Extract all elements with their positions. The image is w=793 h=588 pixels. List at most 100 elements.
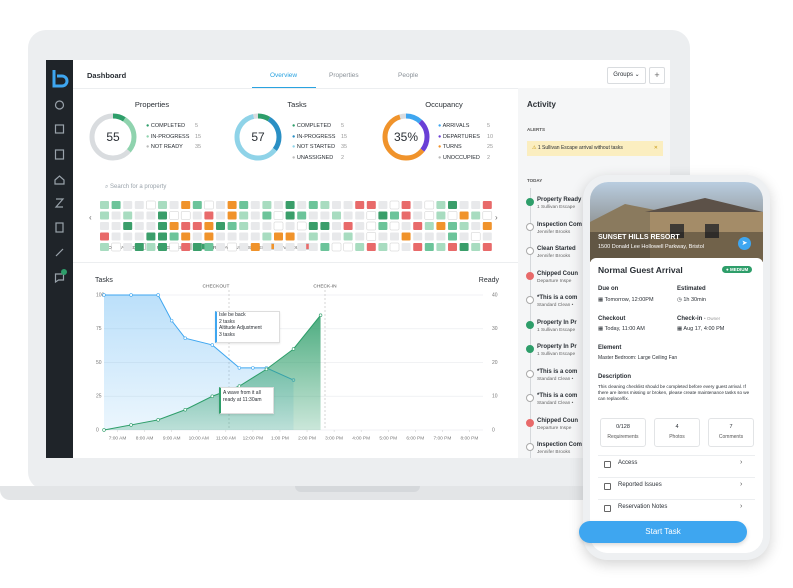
property-cell — [332, 211, 341, 220]
activity-title[interactable]: *This is a com — [537, 393, 578, 399]
property-cell — [216, 243, 225, 251]
property-cell — [204, 211, 214, 220]
property-cell — [169, 242, 179, 252]
navigate-button[interactable]: ➤ — [738, 237, 751, 250]
activity-title[interactable]: Property Ready — [537, 197, 582, 203]
activity-title[interactable]: Property In Pr — [537, 344, 577, 350]
annotation-title: Altitude Adjustment — [219, 325, 262, 331]
stat-value: 4 — [675, 424, 679, 430]
summary-item: ● TURNS 25 — [438, 144, 494, 150]
property-cell — [320, 243, 330, 251]
point — [129, 423, 133, 427]
property-cell — [250, 222, 260, 230]
summary-item: ● COMPLETED 5 — [146, 123, 199, 129]
property-cell — [250, 201, 260, 209]
activity-title[interactable]: Inspection Com — [537, 442, 583, 448]
property-cell — [100, 232, 109, 241]
summary-value: 35 — [341, 144, 348, 150]
y2-tick-label: 10 — [492, 394, 498, 400]
property-cell — [169, 222, 179, 230]
link-label[interactable]: Access — [618, 460, 638, 466]
property-cell — [146, 243, 156, 251]
property-cell — [459, 201, 469, 209]
property-cell — [471, 201, 481, 209]
activity-title[interactable]: *This is a com — [537, 368, 578, 375]
point — [169, 318, 174, 323]
property-cell — [239, 243, 249, 251]
property-cell — [436, 211, 446, 220]
x-tick-label: 5:00 PM — [379, 435, 397, 441]
activity-title[interactable]: Inspection Com — [537, 221, 583, 228]
property-cell — [343, 211, 353, 220]
groups-button[interactable]: Groups ⌄ — [607, 67, 646, 84]
activity-title[interactable]: Chipped Coun — [537, 417, 578, 424]
summary-item: ● NOT STARTED 35 — [292, 144, 348, 150]
annotation-detail: ready at 11:30am — [223, 397, 262, 403]
donut-segment — [382, 113, 430, 161]
stat-box[interactable]: 4 Photos — [654, 418, 700, 447]
x-tick-label: 3:00 PM — [325, 435, 343, 441]
activity-title[interactable]: *This is a com — [537, 295, 578, 301]
summary-item: ● DEPARTURES 10 — [438, 133, 494, 140]
task-title: Normal Guest Arrival — [598, 265, 683, 275]
priority-text: MEDIUM — [729, 267, 749, 272]
tab[interactable]: Overview — [270, 72, 298, 79]
activity-subtitle: Standard Clean • — [537, 303, 574, 308]
property-cell — [308, 201, 318, 209]
field-label: Description — [598, 374, 632, 380]
summary-value: 25 — [487, 144, 494, 150]
link-label[interactable]: Reported Issues — [618, 482, 662, 488]
marker-label: CHECK-IN — [313, 283, 337, 289]
tab[interactable]: Properties — [329, 72, 359, 79]
description: This cleaning checklist should be comple… — [598, 384, 750, 401]
property-cell — [390, 232, 399, 241]
property-cell — [204, 222, 214, 230]
stat-box[interactable]: 7 Comments — [708, 418, 754, 447]
y-tick-label: 0 — [96, 427, 99, 433]
summary-label: ARRIVALS — [442, 123, 470, 129]
sidebar — [46, 60, 73, 458]
activity-title[interactable]: Property In Pr — [537, 319, 577, 326]
property-cell — [158, 222, 167, 230]
activity-subtitle: 1 Sullivan Escape — [537, 205, 576, 210]
donut-center: 35% — [394, 130, 418, 144]
property-cell — [123, 211, 133, 220]
activity-title[interactable]: Clean Started — [537, 246, 576, 252]
property-cell — [296, 221, 307, 231]
grid-next[interactable]: › — [495, 213, 498, 222]
alert[interactable]: ⚠ 1 Sullivan Escape arrival without task… — [527, 141, 663, 156]
property-cell — [482, 222, 492, 230]
property-cell — [343, 222, 353, 230]
point — [264, 367, 269, 371]
tab-underline — [252, 87, 316, 89]
status-dot — [526, 198, 534, 206]
activity-title[interactable]: Chipped Coun — [537, 270, 578, 277]
point — [251, 366, 255, 370]
property-cell — [297, 243, 307, 251]
property-cell — [181, 232, 191, 241]
start-button[interactable]: Start Task — [579, 521, 747, 543]
stat-box[interactable]: 0/128 Requirements — [600, 418, 646, 447]
y2-tick-label: 30 — [492, 326, 498, 332]
link-icon — [604, 461, 611, 468]
property-cell — [459, 232, 469, 241]
add-button[interactable]: + — [649, 67, 665, 84]
summary-label: UNASSIGNED — [296, 154, 334, 161]
summary-value: 15 — [195, 133, 202, 140]
property-cell — [227, 211, 237, 220]
field-label: Estimated — [677, 286, 706, 292]
sidebar-icons — [52, 70, 69, 284]
activity-subtitle: Standard Clean • — [537, 401, 574, 406]
point — [291, 347, 296, 351]
status-dot — [526, 394, 534, 402]
property-cell — [366, 243, 376, 251]
grid-prev[interactable]: ‹ — [89, 213, 92, 222]
link-label[interactable]: Reservation Notes — [618, 504, 668, 510]
phone-screen: SUNSET HILLS RESORT 1500 Donald Lee Holl… — [590, 182, 763, 553]
tab[interactable]: People — [398, 72, 419, 79]
point — [210, 394, 214, 398]
property-cell — [459, 222, 469, 230]
search-box[interactable]: ⌕ Search for a property — [105, 184, 167, 190]
property-cell — [100, 201, 109, 209]
property-cell — [378, 232, 388, 241]
